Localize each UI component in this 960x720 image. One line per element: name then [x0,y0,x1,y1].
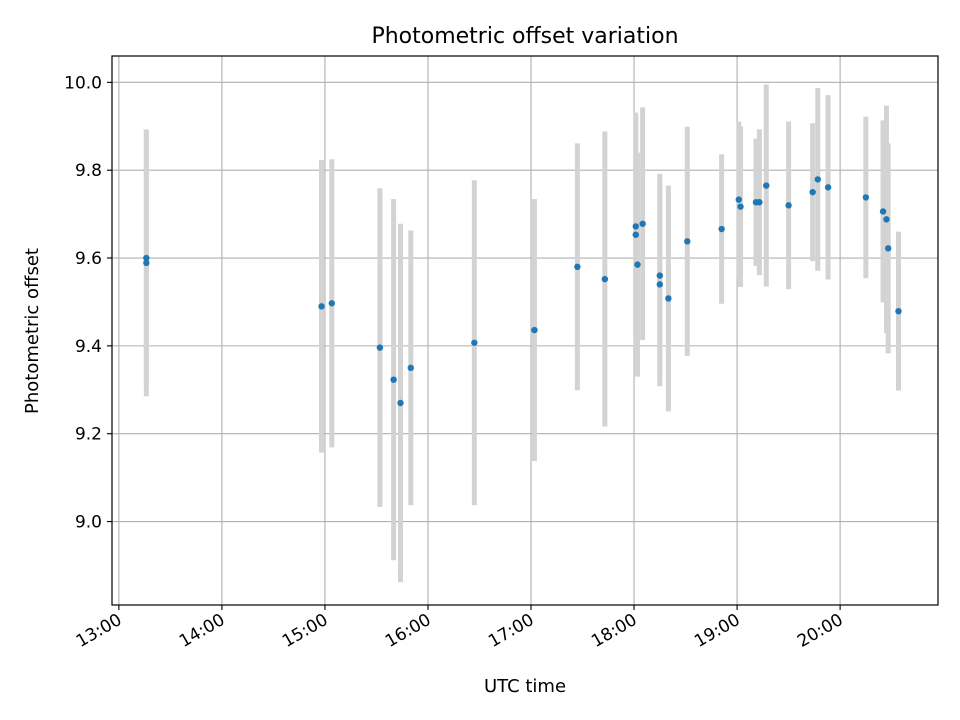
y-tick-label: 9.8 [75,161,102,181]
y-tick-label: 9.2 [75,425,102,445]
data-point [143,259,150,267]
data-point [397,399,404,407]
data-point [656,272,664,279]
data-point [684,238,691,245]
data-point [318,303,325,310]
data-point [632,231,639,238]
plot-frame [111,55,939,606]
x-axis-label: UTC time [484,676,566,697]
data-point [665,295,672,302]
data-point [756,199,763,206]
data-point [809,188,816,196]
data-point [763,182,770,189]
data-point [718,225,725,233]
data-point [328,300,336,307]
data-point [407,364,415,372]
data-point [574,263,581,271]
data-point [531,326,538,334]
data-point [376,344,384,351]
data-point [737,203,744,210]
data-point [785,202,792,209]
y-tick-label: 10.0 [64,73,102,93]
y-axis-label: Photometric offset [22,248,43,414]
data-point [895,307,902,315]
data-point [471,339,478,346]
y-tick-label: 9.0 [75,513,102,533]
chart-title: Photometric offset variation [371,24,678,49]
data-point [824,184,832,191]
data-point [632,223,639,230]
data-point [601,275,609,283]
y-axis-ticks: 9.0 9.2 9.4 9.6 9.8 10.0 [64,73,112,533]
data-point [390,376,397,383]
data-point [656,281,664,288]
data-point [883,216,890,223]
y-tick-label: 9.6 [75,249,102,269]
grid-layer [112,56,938,605]
data-point [735,196,742,203]
data-point [639,220,646,227]
data-point [884,245,892,252]
data-point [862,194,870,201]
data-point [879,208,887,215]
data-point [814,176,821,183]
data-point [634,261,641,268]
data-point [143,254,150,262]
y-tick-label: 9.4 [75,337,102,357]
point-layer [143,176,902,407]
